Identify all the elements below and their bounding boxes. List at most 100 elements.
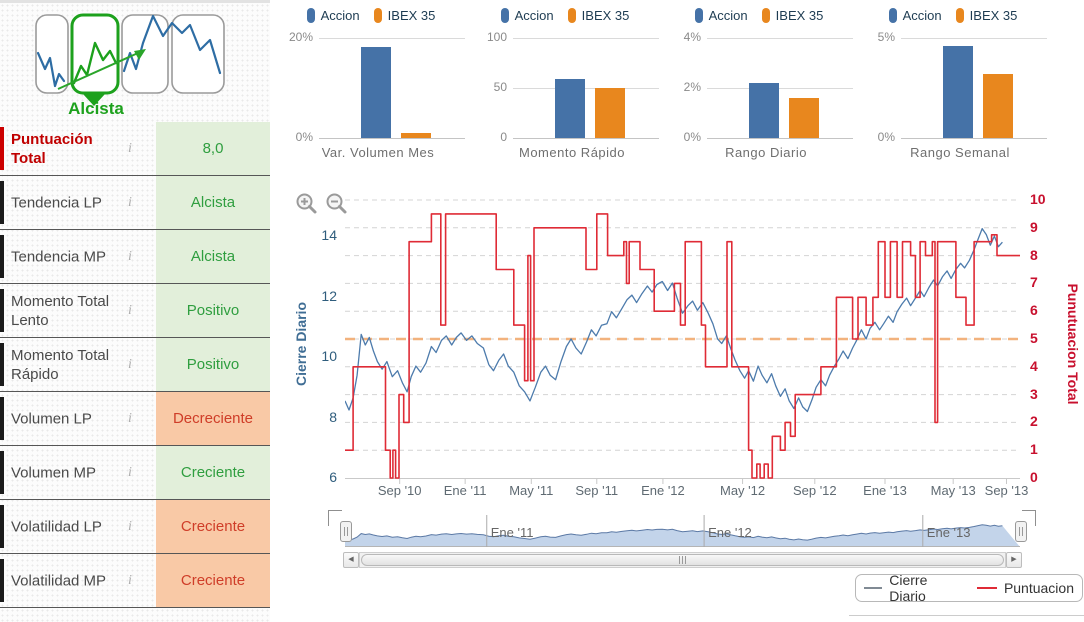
- trend-phase-icon: [35, 13, 225, 106]
- scroll-left-button[interactable]: ◀: [343, 552, 359, 568]
- phase-card-4: [171, 14, 225, 94]
- uptrend-line-icon: [72, 41, 118, 85]
- x-axis-tick-label: Ene '11: [443, 483, 487, 498]
- mini-chart-3: Accion IBEX 35 4% 2% 0% Rango Diario: [671, 2, 861, 168]
- gridline: [513, 138, 659, 139]
- mini-legend-item-accion[interactable]: Accion: [888, 7, 956, 23]
- info-icon[interactable]: i: [128, 464, 132, 480]
- mini-legend-label: Accion: [902, 7, 942, 23]
- row-accent-bar: [0, 343, 4, 386]
- mini-legend-label: Accion: [708, 7, 748, 23]
- mini-charts-row: Accion IBEX 35 20% 0% Var. Volumen Mes Accio…: [283, 2, 1084, 168]
- accion-swatch-icon: [500, 7, 509, 23]
- gridline: [901, 138, 1047, 139]
- navigator-left-handle[interactable]: [340, 521, 352, 542]
- right-axis-tick-label: 9: [1030, 218, 1038, 235]
- trend-logo: Alcista: [0, 3, 270, 122]
- y-tick-label: 100: [486, 30, 507, 44]
- zoom-in-button[interactable]: [295, 192, 319, 216]
- right-axis-tick-label: 10: [1030, 191, 1046, 207]
- info-icon[interactable]: i: [128, 140, 132, 156]
- x-axis-tick-label: Ene '13: [863, 483, 907, 498]
- mini-legend-item-ibex[interactable]: IBEX 35: [567, 7, 644, 23]
- ibex-swatch-icon: [955, 7, 964, 23]
- gridline: [513, 88, 659, 89]
- y-tick-label: 2%: [683, 80, 701, 94]
- row-value: Creciente: [156, 500, 270, 553]
- x-axis-tick-label: Sep '12: [792, 483, 837, 498]
- right-axis-tick-label: 5: [1030, 330, 1038, 346]
- navigator-area-fill: [345, 524, 1020, 547]
- cierre-diario-line-swatch: [864, 587, 883, 589]
- info-icon[interactable]: i: [128, 356, 132, 372]
- legend-item-cierre-diario[interactable]: Cierre Diario: [864, 572, 961, 604]
- legend-label-cierre-diario: Cierre Diario: [889, 572, 928, 604]
- info-icon[interactable]: i: [128, 572, 132, 588]
- mini-legend-item-ibex[interactable]: IBEX 35: [373, 7, 450, 23]
- row-value: Positivo: [156, 338, 270, 391]
- ibex-swatch-icon: [761, 7, 770, 23]
- zoom-out-button[interactable]: [325, 192, 349, 216]
- mini-plot: 100 50 0: [487, 30, 659, 144]
- row-value: Alcista: [156, 176, 270, 229]
- row-value: Creciente: [156, 554, 270, 607]
- mini-legend-item-accion[interactable]: Accion: [500, 7, 568, 23]
- left-axis-tick-label: 10: [321, 348, 337, 365]
- accion-bar: [749, 83, 779, 138]
- x-axis-tick-label: May '11: [509, 483, 554, 498]
- mini-legend-label: IBEX 35: [775, 7, 824, 23]
- mini-legend-item-accion[interactable]: Accion: [306, 7, 374, 23]
- gridline: [707, 38, 853, 39]
- row-accent-bar: [0, 451, 4, 494]
- legend-item-puntuacion[interactable]: Puntuacion: [976, 580, 1074, 596]
- info-icon[interactable]: i: [128, 194, 132, 210]
- navigator-right-handle[interactable]: [1015, 521, 1027, 542]
- mini-legend-item-ibex[interactable]: IBEX 35: [955, 7, 1032, 23]
- accion-bar: [361, 47, 391, 138]
- row-accent-bar: [0, 289, 4, 332]
- mini-legend-item-ibex[interactable]: IBEX 35: [761, 7, 838, 23]
- navigator-area-chart: [344, 515, 1020, 547]
- y-tick-label: 5%: [877, 30, 895, 44]
- ibex-bar: [401, 133, 431, 138]
- right-axis-tick-label: 4: [1030, 357, 1038, 374]
- mini-legend-label: IBEX 35: [387, 7, 436, 23]
- x-axis-tick-label: Ene '12: [641, 483, 685, 498]
- accion-swatch-icon: [306, 7, 315, 23]
- x-axis-tick-label: Sep '13: [984, 483, 1029, 498]
- selected-phase-pointer-icon: [83, 94, 105, 106]
- mini-legend: Accion IBEX 35: [477, 2, 667, 28]
- bottom-divider: [849, 615, 1084, 616]
- gridline: [319, 38, 465, 39]
- y-tick-label: 0%: [877, 130, 895, 144]
- row-accent-bar: [0, 505, 4, 548]
- phase-card-1: [35, 14, 69, 94]
- scroll-right-button[interactable]: ▶: [1006, 552, 1022, 568]
- gridline: [513, 38, 659, 39]
- table-row: Volumen MP i Creciente: [0, 446, 270, 500]
- table-row: Tendencia MP i Alcista: [0, 230, 270, 284]
- navigator-tick-label: Ene '11: [490, 525, 534, 540]
- row-accent-bar: [0, 397, 4, 440]
- row-label: Volatilidad LP: [11, 518, 102, 535]
- row-label: Volatilidad MP: [11, 572, 107, 589]
- info-icon[interactable]: i: [128, 518, 132, 534]
- plot-area[interactable]: [344, 195, 1020, 487]
- navigator[interactable]: Ene '11 Ene '12 Ene '13: [344, 513, 1020, 547]
- scrollbar-track[interactable]: [359, 552, 1006, 568]
- navigator-line: [344, 524, 1003, 541]
- left-axis-tick-label: 14: [321, 227, 337, 244]
- info-icon[interactable]: i: [128, 248, 132, 264]
- x-axis-tick-label: May '13: [930, 483, 976, 498]
- row-label: Volumen LP: [11, 410, 92, 427]
- scrollbar-thumb[interactable]: [361, 554, 1004, 566]
- mini-legend-item-accion[interactable]: Accion: [694, 7, 762, 23]
- price-score-plot: [344, 199, 1020, 484]
- info-icon[interactable]: i: [128, 302, 132, 318]
- accion-swatch-icon: [694, 7, 703, 23]
- ibex-swatch-icon: [373, 7, 382, 23]
- mini-chart-title: Rango Diario: [725, 145, 807, 160]
- info-icon[interactable]: i: [128, 410, 132, 426]
- right-axis-tick-label: 6: [1030, 302, 1038, 319]
- phase-card-3: [121, 14, 169, 94]
